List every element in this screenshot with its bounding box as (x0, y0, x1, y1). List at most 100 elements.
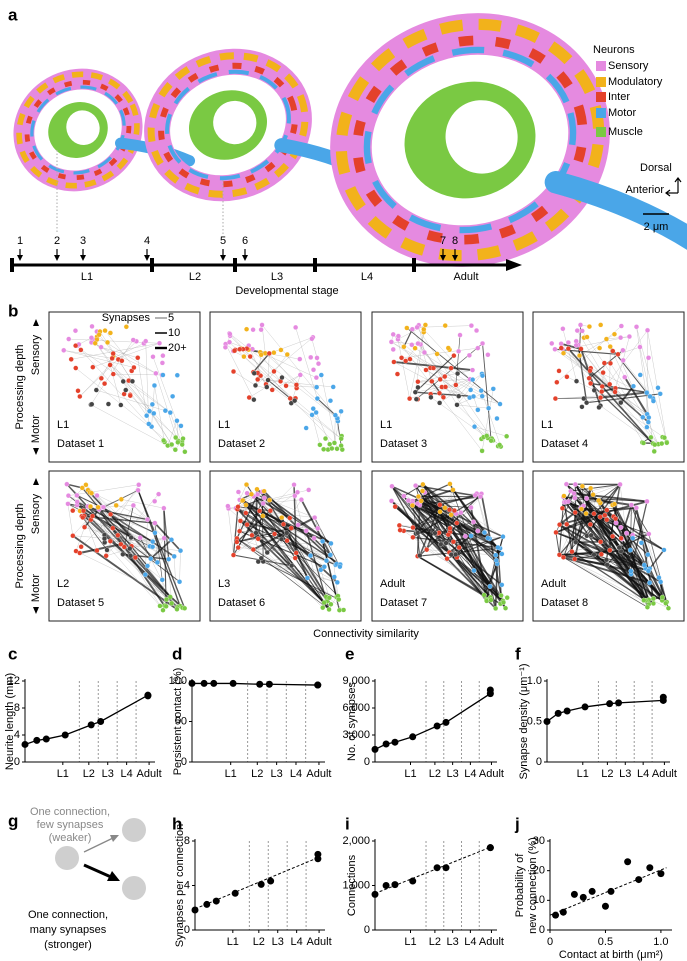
network-node (663, 600, 669, 606)
network-edge (81, 515, 108, 551)
network-node (645, 355, 652, 361)
network-node (620, 347, 626, 353)
network-node (428, 394, 434, 400)
y-tick-label: 1,000 (342, 879, 370, 891)
network-node (291, 482, 297, 488)
network-node (105, 401, 111, 407)
network-node (556, 368, 562, 374)
network-node (417, 552, 423, 559)
network-node (251, 397, 257, 403)
network-node (167, 594, 173, 600)
network-node (499, 551, 505, 557)
network-edge (593, 554, 649, 572)
data-point (635, 876, 643, 884)
network-edge (261, 324, 336, 416)
network-edge (232, 506, 239, 556)
network-node (394, 371, 400, 377)
network-node (596, 497, 602, 504)
network-node (615, 351, 621, 357)
specimen-outer (13, 68, 143, 192)
network-edge (225, 343, 255, 400)
network-edge (420, 500, 497, 556)
network-edge (606, 509, 634, 536)
network-node (135, 487, 141, 493)
network-node (504, 433, 510, 439)
network-node (664, 440, 670, 446)
network-node (96, 332, 102, 338)
network-node (648, 434, 654, 440)
network-node (436, 390, 443, 396)
network-node (413, 483, 419, 489)
network-node (590, 492, 596, 498)
network-node (230, 552, 237, 558)
network-node (104, 547, 110, 553)
network-stage: Adult (380, 578, 405, 590)
network-node (156, 491, 162, 497)
network-stage: Adult (541, 578, 566, 590)
panel-label: i (345, 814, 350, 833)
timeline-marker: 3 (80, 235, 86, 247)
specimen-hole (66, 110, 100, 146)
network-node (437, 509, 443, 515)
network-node (231, 348, 238, 354)
specimen-outer (330, 13, 610, 267)
network-edge (555, 397, 601, 399)
network-node (468, 533, 474, 539)
network-node (161, 535, 167, 541)
data-point (191, 906, 199, 914)
specimen-band (16, 71, 140, 189)
network-node (409, 326, 415, 332)
timeline-marker: 8 (452, 235, 458, 247)
network-node (167, 410, 173, 416)
network-node (136, 482, 142, 488)
specimen-band (147, 52, 309, 198)
network-node (584, 495, 590, 501)
network-node (260, 513, 266, 519)
network-node (80, 508, 87, 514)
marker-arrowhead (242, 255, 248, 261)
network-node (640, 414, 646, 420)
network-node (498, 592, 504, 599)
y-axis-label: new connection (%) (527, 837, 539, 934)
network-node (415, 493, 422, 500)
network-edge (139, 537, 152, 559)
network-node (321, 564, 327, 570)
network-node (499, 582, 505, 588)
network-edge (235, 508, 240, 532)
network-edge (246, 484, 330, 610)
network-node (587, 368, 593, 374)
network-panel: L1 Dataset 4 (532, 311, 685, 463)
compass-up: Dorsal (640, 162, 672, 174)
y-tick-label: 2,000 (342, 835, 370, 847)
network-node (250, 547, 256, 553)
network-node (549, 340, 555, 346)
network-edge (586, 484, 621, 537)
data-point (615, 699, 623, 707)
network-edge (68, 484, 139, 496)
network-node (247, 353, 253, 360)
x-tick-label: L2 (429, 768, 441, 780)
network-node (557, 522, 563, 528)
network-node (258, 555, 264, 561)
network-edge (563, 516, 601, 558)
network-node (432, 530, 438, 536)
network-edge (104, 330, 135, 368)
network-node (440, 394, 446, 400)
network-node (94, 492, 100, 499)
network-stage: L1 (541, 419, 553, 431)
y-tick-label: 4 (184, 879, 190, 891)
network-edge (615, 518, 665, 551)
network-node (604, 562, 610, 568)
network-edge (403, 530, 504, 603)
network-node (437, 502, 443, 508)
network-node (603, 336, 609, 342)
network-node (552, 346, 558, 352)
network-node (651, 448, 657, 454)
network-node (326, 595, 332, 601)
network-node (255, 559, 261, 565)
network-node (89, 513, 96, 519)
network-edge (623, 376, 649, 415)
network-node (107, 538, 113, 544)
network-node (395, 333, 401, 339)
network-node (462, 533, 468, 539)
